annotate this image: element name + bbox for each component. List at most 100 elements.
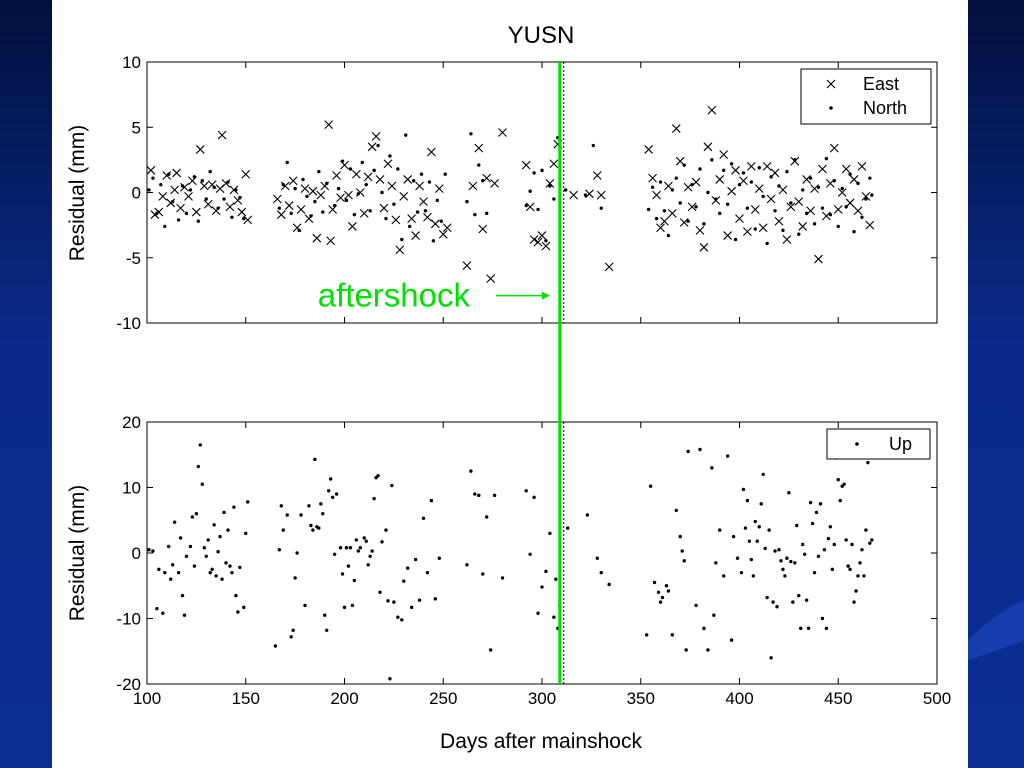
data-point-up — [338, 546, 343, 550]
data-point-up — [718, 528, 722, 532]
data-point-north — [868, 176, 872, 180]
data-point-east — [146, 165, 156, 175]
data-point-up — [824, 626, 829, 631]
data-point-up — [565, 526, 570, 530]
x-tick-label: 200 — [330, 689, 358, 708]
data-point-up — [795, 523, 799, 528]
data-point-up — [384, 528, 388, 532]
data-point-up — [390, 483, 394, 488]
data-point-east — [316, 190, 326, 200]
data-point-up — [380, 540, 384, 544]
data-point-up — [163, 570, 167, 575]
data-point-north — [583, 193, 588, 197]
data-point-north — [694, 205, 698, 209]
data-point-north — [423, 209, 428, 213]
data-point-north — [388, 154, 392, 158]
data-point-up — [666, 589, 671, 593]
data-point-up — [852, 600, 856, 604]
data-point-up — [785, 556, 789, 560]
data-point-north — [852, 229, 856, 234]
data-point-north — [380, 190, 384, 195]
data-point-east — [158, 192, 168, 201]
data-point-up — [595, 556, 599, 560]
data-point-east — [284, 201, 294, 210]
data-point-east — [462, 261, 472, 270]
data-point-east — [533, 237, 543, 247]
y-tick-label: 5 — [132, 118, 141, 137]
y-tick-label: 20 — [122, 413, 141, 432]
data-point-up — [413, 557, 418, 562]
data-point-north — [340, 159, 345, 163]
data-point-north — [285, 160, 289, 165]
data-point-up — [368, 554, 372, 558]
data-point-north — [793, 158, 797, 162]
data-point-east — [707, 105, 717, 115]
data-point-east — [660, 216, 669, 226]
legend: Up — [826, 428, 931, 460]
y-tick-label: 10 — [122, 53, 141, 72]
data-point-up — [710, 466, 714, 470]
data-point-east — [671, 124, 681, 133]
legend-marker-up — [855, 442, 859, 446]
y-tick-label: -20 — [116, 675, 141, 694]
data-point-east — [719, 150, 729, 160]
data-point-north — [765, 241, 769, 246]
data-point-east — [383, 159, 393, 169]
data-point-north — [832, 179, 836, 183]
data-point-north — [238, 196, 242, 200]
data-point-up — [844, 538, 848, 542]
data-point-east — [407, 214, 417, 223]
data-point-east — [545, 178, 555, 188]
data-point-east — [814, 254, 823, 264]
data-point-north — [159, 182, 163, 187]
data-point-up — [421, 516, 426, 520]
data-point-north — [646, 207, 651, 212]
data-point-east — [359, 208, 369, 218]
data-point-north — [481, 179, 485, 183]
data-point-up — [763, 546, 767, 551]
series-up — [147, 443, 874, 681]
data-point-east — [438, 229, 448, 239]
data-point-north — [844, 205, 848, 209]
data-point-up — [192, 564, 197, 568]
data-point-north — [860, 215, 864, 219]
data-point-north — [305, 194, 309, 199]
data-point-north — [737, 182, 742, 187]
data-point-east — [521, 160, 531, 170]
data-point-up — [344, 546, 349, 550]
data-point-east — [743, 227, 752, 237]
data-point-up — [806, 626, 811, 631]
data-point-up — [731, 534, 736, 539]
data-point-north — [729, 162, 734, 166]
data-point-up — [686, 449, 690, 454]
data-point-north — [804, 211, 809, 216]
data-point-up — [830, 567, 835, 572]
data-point-north — [404, 133, 408, 137]
data-point-up — [678, 534, 682, 539]
data-point-north — [548, 184, 552, 188]
data-point-east — [351, 169, 361, 179]
data-point-up — [648, 484, 653, 488]
data-point-north — [392, 202, 396, 206]
data-point-east — [861, 192, 871, 201]
data-point-north — [733, 237, 738, 242]
data-point-north — [686, 219, 690, 223]
data-point-north — [234, 188, 238, 192]
data-point-up — [281, 528, 285, 532]
data-point-up — [417, 598, 422, 602]
x-tick-label: 450 — [824, 689, 852, 708]
data-point-north — [439, 219, 443, 223]
data-point-north — [208, 169, 212, 174]
data-point-up — [273, 644, 278, 648]
data-point-up — [860, 548, 864, 552]
data-point-up — [548, 531, 552, 536]
data-point-up — [747, 539, 752, 543]
data-point-north — [856, 181, 860, 186]
data-point-north — [870, 193, 874, 197]
data-point-north — [364, 182, 368, 187]
data-point-east — [782, 235, 792, 244]
data-point-north — [309, 214, 313, 218]
data-point-east — [288, 176, 298, 186]
data-point-east — [648, 173, 657, 183]
data-point-up — [204, 554, 208, 558]
